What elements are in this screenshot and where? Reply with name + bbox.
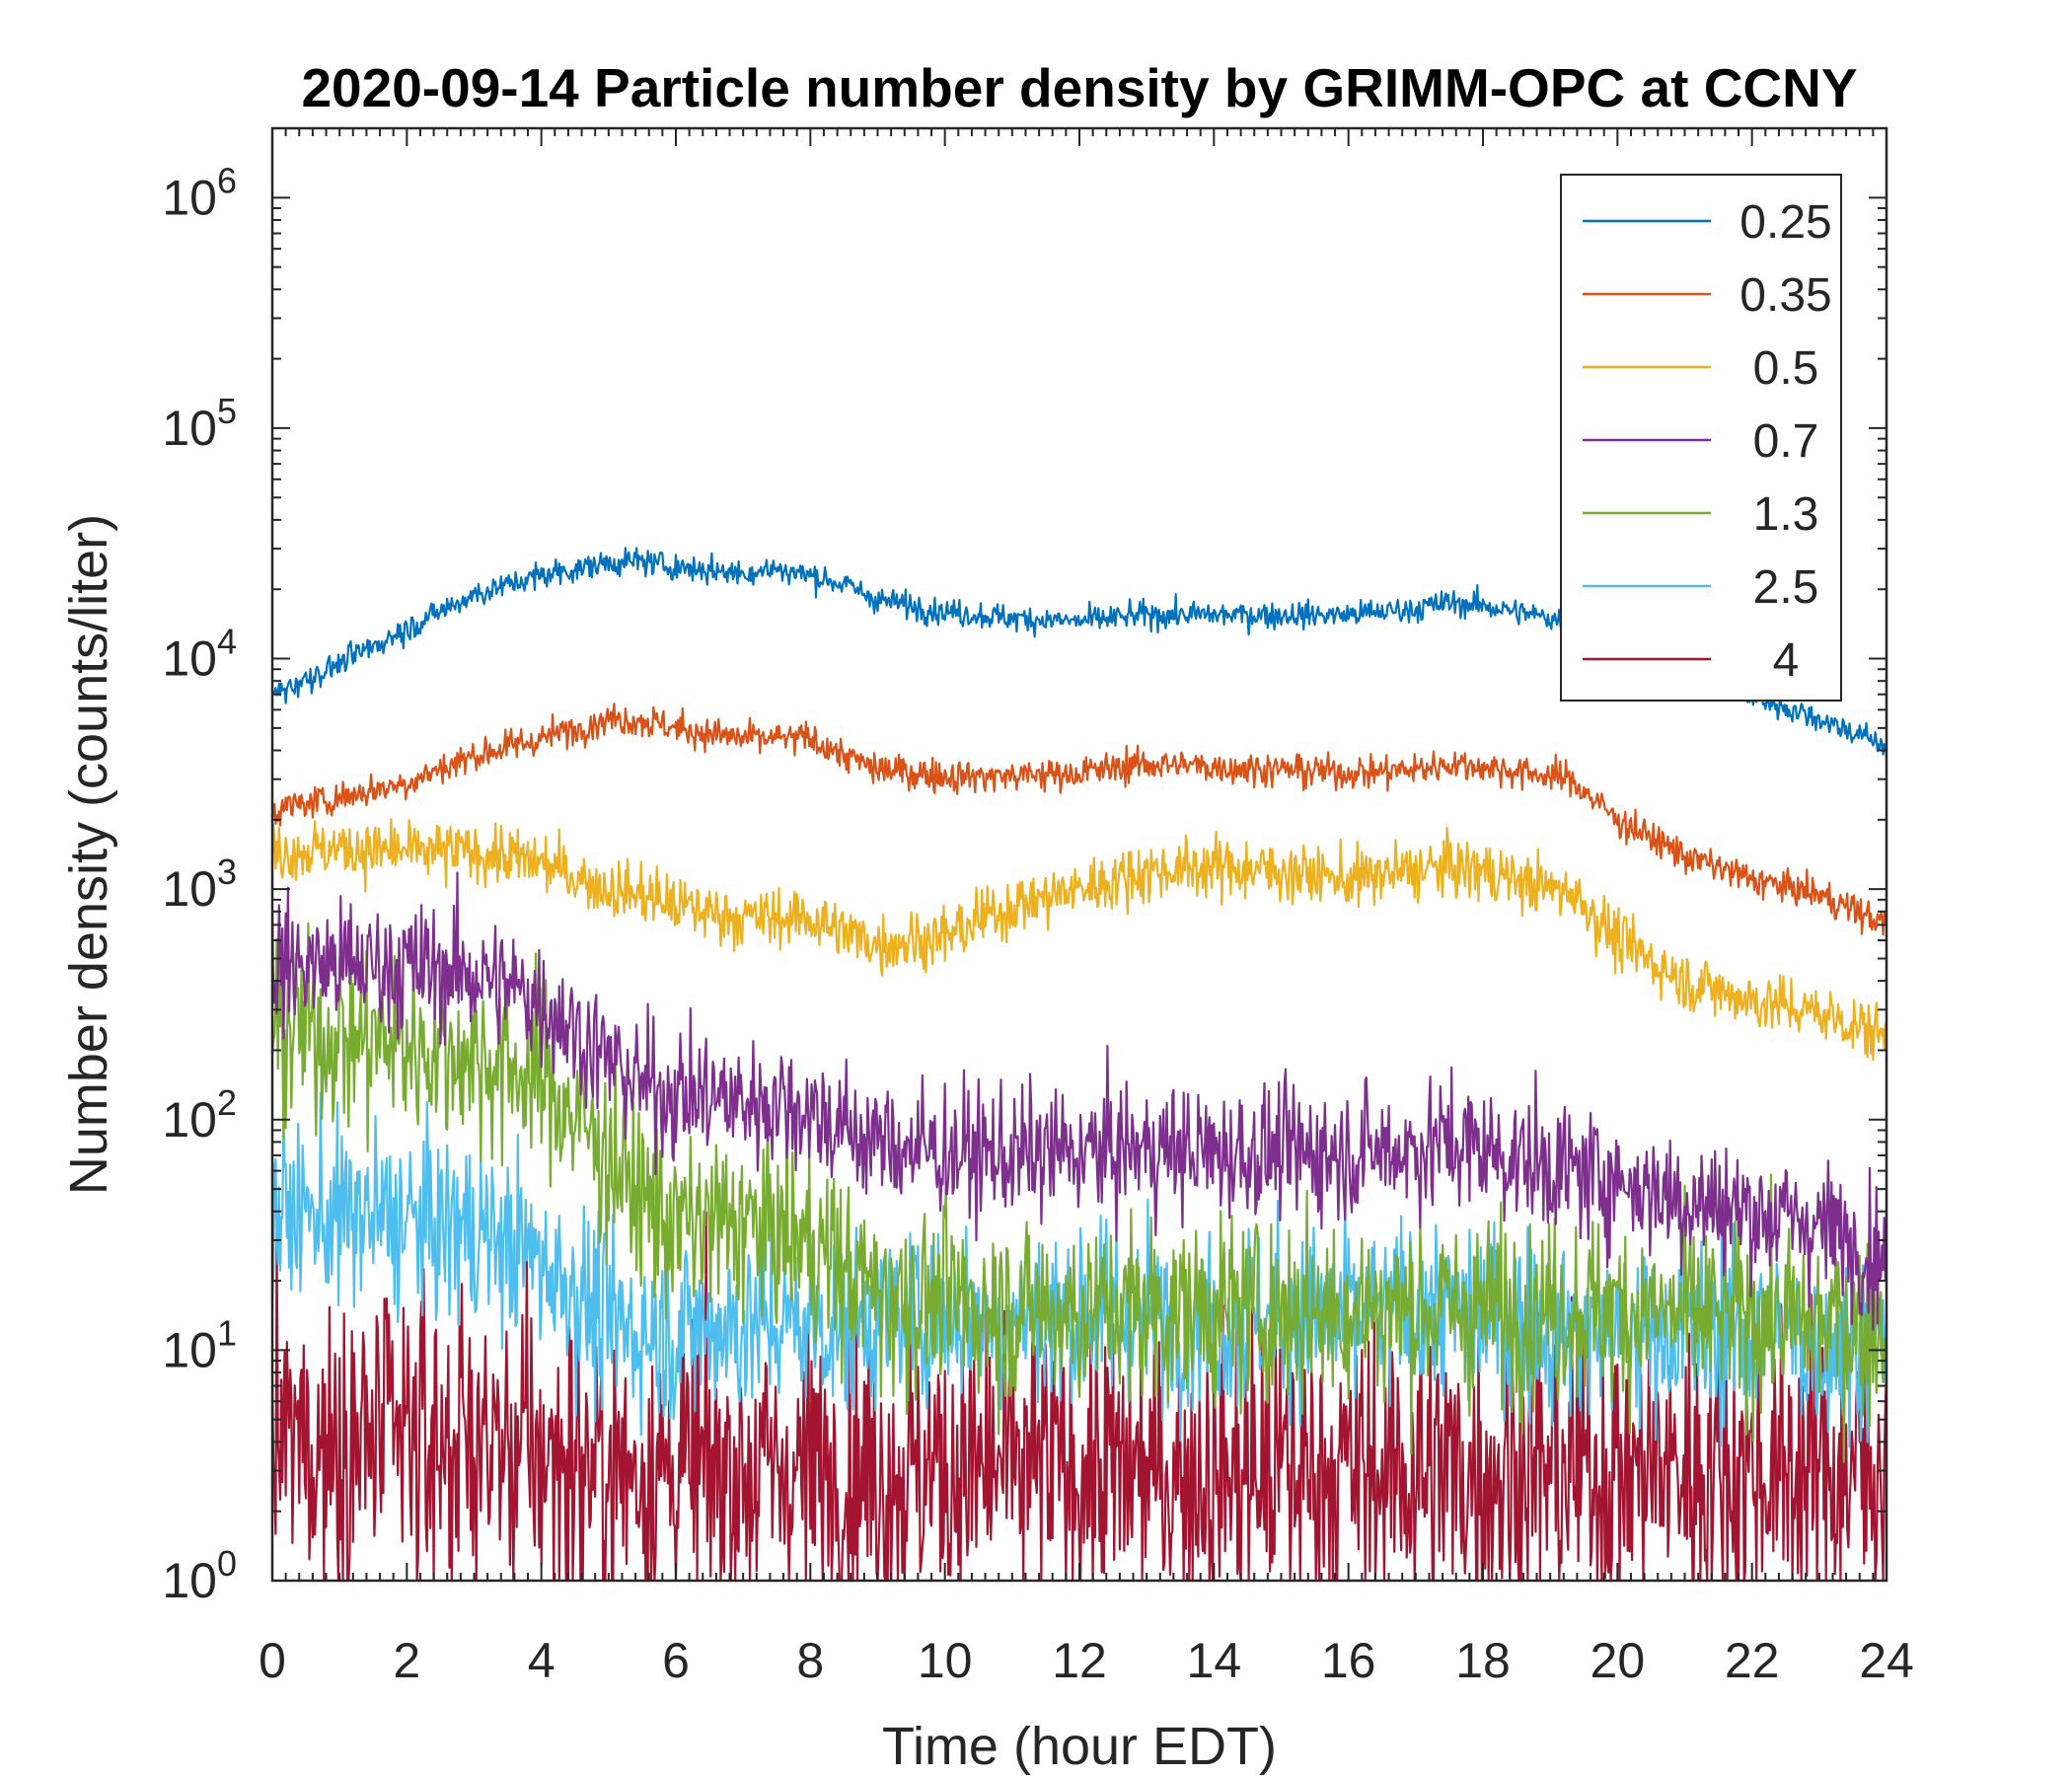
x-tick-label: 6 [662,1633,690,1688]
x-tick-label: 12 [1052,1633,1107,1688]
legend-entry-1.3: 1.3 [1583,488,1818,541]
x-tick-label: 16 [1321,1633,1376,1688]
series-line-2.5 [272,1091,1887,1448]
series-line-1.3 [272,922,1887,1463]
series-line-0.35 [272,703,1887,936]
legend-label: 0.25 [1739,196,1831,249]
y-tick-label: 102 [162,1082,237,1147]
axes: 0 2 4 6 8 10 12 14 16 18 20 22 24 100101102103104105… [162,126,1914,1688]
legend-label: 4 [1773,634,1800,687]
legend-entry-0.5: 0.5 [1583,342,1818,395]
legend-label: 0.35 [1739,269,1831,322]
legend-label: 0.7 [1753,415,1819,468]
legend-entry-0.7: 0.7 [1583,415,1818,468]
x-tick-label: 4 [528,1633,555,1688]
chart-title: 2020-09-14 Particle number density by GR… [301,57,1857,118]
legend-entry-0.25: 0.25 [1583,196,1832,249]
x-tick-label: 10 [918,1633,973,1688]
series-line-0.7 [272,871,1887,1331]
y-tick-label: 100 [162,1543,237,1608]
y-tick-label: 104 [162,622,237,687]
series-line-0.5 [272,818,1887,1062]
y-tick-label: 106 [162,160,237,225]
legend-label: 0.5 [1753,342,1819,395]
y-tick-label: 101 [162,1312,237,1377]
y-tick-label: 103 [162,851,237,917]
x-tick-label: 2 [393,1633,420,1688]
major-ticks [271,128,1887,1582]
x-tick-label: 18 [1455,1633,1511,1688]
legend: 0.25 0.35 0.5 0.7 1.3 2.5 4 [1560,174,1842,702]
legend-box [1560,174,1842,702]
x-tick-label: 14 [1187,1633,1242,1688]
x-tick-label: 8 [796,1633,824,1688]
legend-label: 1.3 [1753,488,1819,541]
minor-ticks [272,127,1887,1581]
x-tick-label: 22 [1725,1633,1780,1688]
x-tick-label: 0 [259,1633,286,1688]
legend-entry-0.35: 0.35 [1583,269,1832,322]
x-tick-label: 24 [1859,1633,1914,1688]
x-axis-label: Time (hour EDT) [882,1717,1277,1776]
x-tick-labels: 0 2 4 6 8 10 12 14 16 18 20 22 24 [259,1633,1914,1688]
y-tick-labels: 100 101 102 103 104 105 106 [162,160,237,1608]
y-axis-label: Number density (counts/liter) [59,514,118,1195]
legend-label: 2.5 [1753,561,1819,614]
legend-entry-4: 4 [1583,634,1799,687]
legend-entry-2.5: 2.5 [1583,561,1818,614]
y-tick-label: 105 [162,391,237,456]
x-tick-label: 20 [1591,1633,1646,1688]
